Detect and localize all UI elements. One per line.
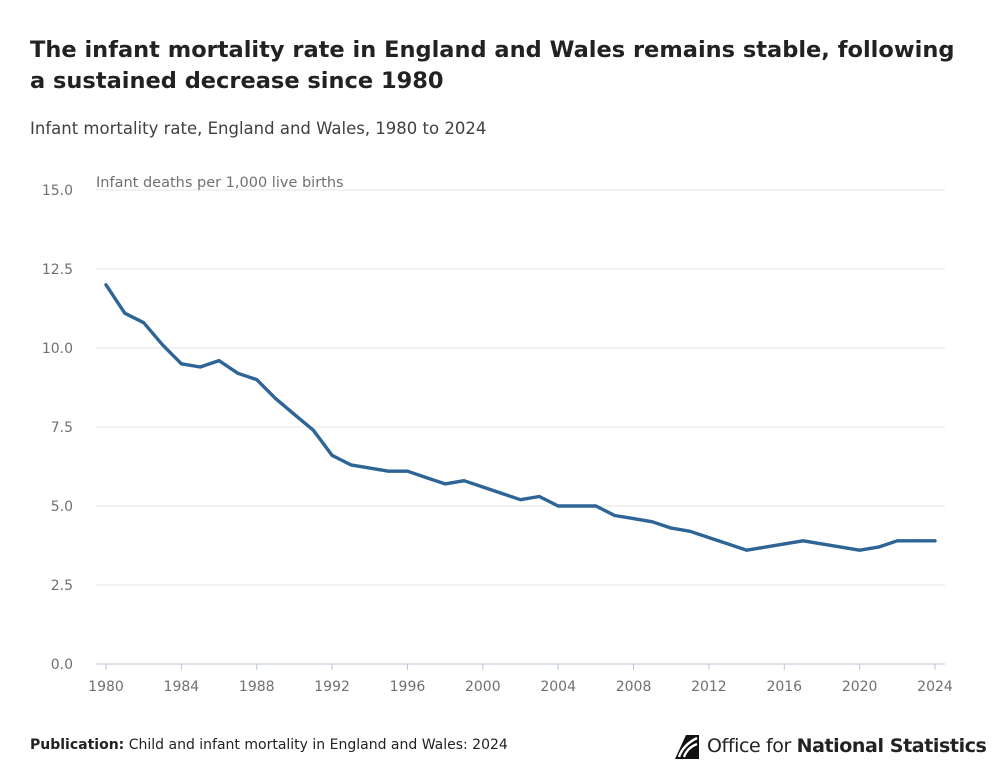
y-tick-label: 5.0 bbox=[51, 499, 73, 515]
data-point bbox=[330, 453, 334, 457]
x-tick-label: 2020 bbox=[842, 679, 878, 695]
data-point bbox=[424, 476, 428, 480]
data-point bbox=[481, 485, 485, 489]
chart-title: The infant mortality rate in England and… bbox=[30, 37, 955, 94]
y-tick-label: 7.5 bbox=[51, 420, 73, 436]
y-tick-label: 15.0 bbox=[42, 183, 73, 199]
data-point bbox=[217, 359, 221, 363]
data-point bbox=[914, 539, 918, 543]
data-point bbox=[274, 397, 278, 401]
ons-logo: Office for National Statistics bbox=[673, 731, 987, 761]
axes: 0.0 2.5 5.0 7.5 10.0 12.5 15.0 1980 1984 1988 1992… bbox=[42, 183, 953, 695]
data-point bbox=[368, 466, 372, 470]
publication-footer: Publication: Child and infant mortality … bbox=[30, 737, 508, 753]
gridlines bbox=[96, 189, 945, 586]
data-point bbox=[292, 412, 296, 416]
x-tick-label: 2016 bbox=[766, 679, 802, 695]
data-point bbox=[443, 482, 447, 486]
data-point bbox=[820, 542, 824, 546]
publication-label: Publication: bbox=[30, 737, 125, 753]
data-point bbox=[801, 539, 805, 543]
data-point bbox=[726, 542, 730, 546]
data-point bbox=[613, 513, 617, 517]
data-point bbox=[839, 545, 843, 549]
y-tick-label: 2.5 bbox=[51, 578, 73, 594]
publication-link[interactable]: Child and infant mortality in England an… bbox=[128, 737, 508, 753]
x-tick-label: 1992 bbox=[314, 679, 350, 695]
y-tick-label: 12.5 bbox=[42, 262, 73, 278]
data-point bbox=[236, 371, 240, 375]
data-point bbox=[179, 362, 183, 366]
x-tick-label: 2004 bbox=[540, 679, 576, 695]
x-tick-label: 2012 bbox=[691, 679, 727, 695]
data-point bbox=[707, 536, 711, 540]
data-point bbox=[519, 498, 522, 502]
data-point bbox=[895, 539, 899, 543]
data-point bbox=[650, 520, 654, 524]
data-point bbox=[161, 343, 165, 347]
ons-logo-text: Office for National Statistics bbox=[707, 735, 987, 757]
y-axis-label: Infant deaths per 1,000 live births bbox=[96, 175, 344, 191]
x-tick-label: 1996 bbox=[390, 679, 426, 695]
x-tick-label: 1988 bbox=[239, 679, 275, 695]
chart-subtitle: Infant mortality rate, England and Wales… bbox=[30, 119, 487, 138]
data-point bbox=[405, 469, 409, 473]
data-point bbox=[933, 539, 937, 543]
data-point bbox=[669, 526, 673, 530]
series bbox=[104, 283, 937, 552]
data-point bbox=[500, 491, 504, 495]
y-tick-label: 10.0 bbox=[42, 341, 73, 357]
data-point bbox=[537, 495, 541, 499]
data-point bbox=[575, 504, 579, 508]
data-point bbox=[876, 545, 880, 549]
x-tick-label: 2000 bbox=[465, 679, 501, 695]
x-tick-label: 2024 bbox=[917, 679, 953, 695]
data-point bbox=[688, 529, 692, 533]
data-point bbox=[782, 542, 786, 546]
x-tick-label: 2008 bbox=[616, 679, 652, 695]
data-point bbox=[763, 545, 767, 549]
data-point bbox=[123, 311, 127, 315]
data-point bbox=[198, 365, 202, 369]
data-point bbox=[594, 504, 598, 508]
logo-text-regular: Office for bbox=[707, 735, 797, 757]
data-point bbox=[142, 321, 146, 325]
data-point bbox=[462, 479, 466, 483]
data-point bbox=[387, 469, 391, 473]
data-point bbox=[632, 517, 636, 521]
data-point bbox=[745, 548, 749, 552]
data-point bbox=[556, 504, 560, 508]
data-point bbox=[311, 428, 315, 432]
data-point bbox=[858, 548, 862, 552]
y-tick-label: 0.0 bbox=[51, 657, 73, 673]
ons-logo-icon bbox=[675, 734, 699, 759]
data-point bbox=[349, 463, 353, 467]
x-tick-label: 1980 bbox=[88, 679, 124, 695]
series-line bbox=[104, 283, 937, 552]
logo-text-bold: National Statistics bbox=[796, 735, 987, 757]
data-point bbox=[255, 378, 259, 382]
data-point bbox=[104, 283, 108, 287]
line-chart: 0.0 2.5 5.0 7.5 10.0 12.5 15.0 1980 1984 1988 1992… bbox=[42, 175, 953, 695]
x-tick-label: 1984 bbox=[164, 679, 200, 695]
